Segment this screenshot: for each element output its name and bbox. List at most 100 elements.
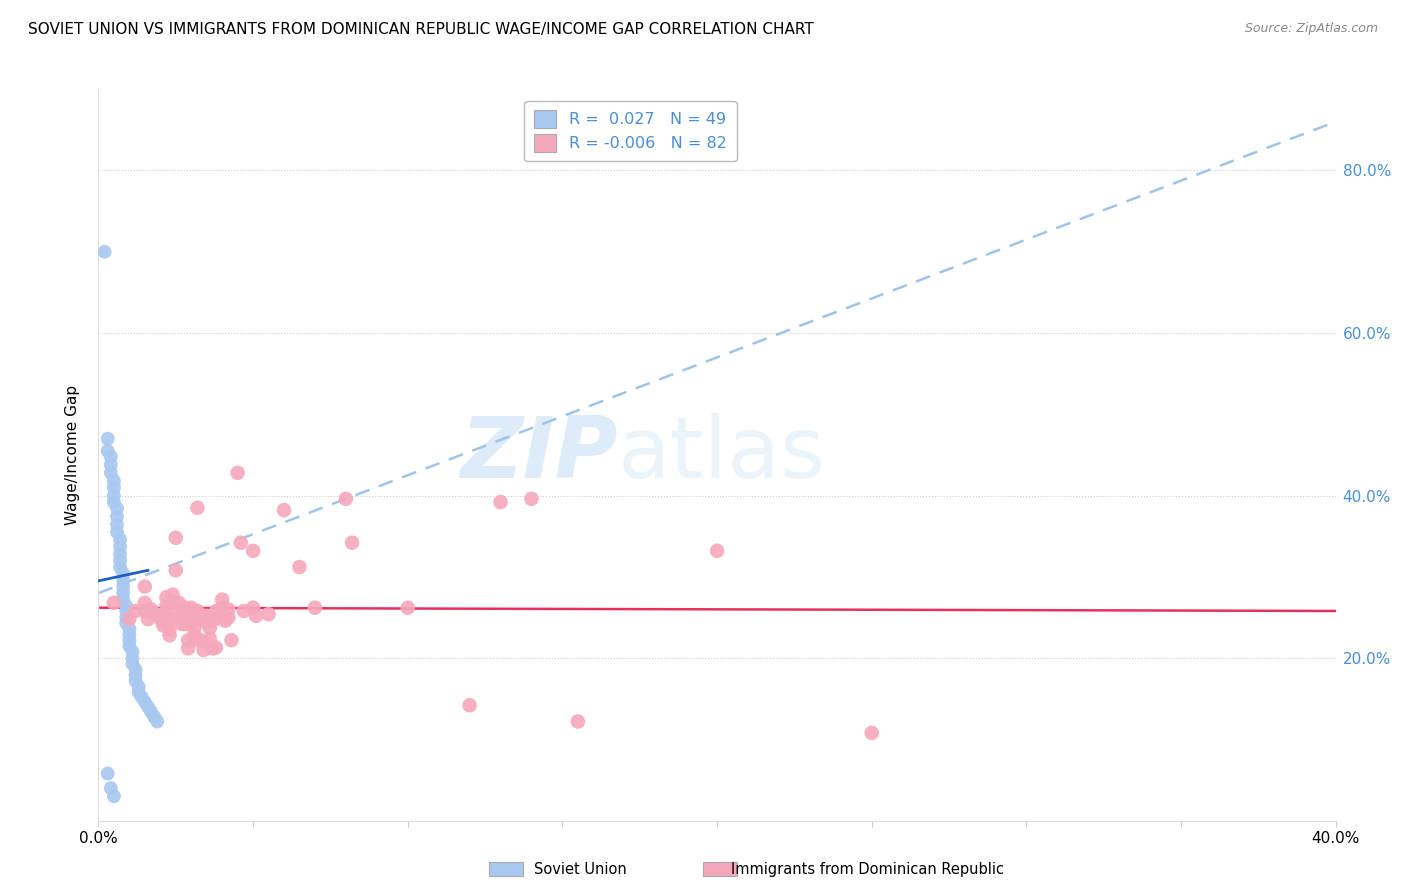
Text: Immigrants from Dominican Republic: Immigrants from Dominican Republic <box>731 863 1004 877</box>
Point <box>174 608 197 623</box>
Point <box>193 615 215 629</box>
Point <box>108 540 131 554</box>
FancyBboxPatch shape <box>703 862 737 876</box>
Point <box>180 608 202 623</box>
Point <box>124 673 146 688</box>
Point <box>232 604 254 618</box>
Point <box>242 544 264 558</box>
Point <box>201 641 224 656</box>
Point <box>186 500 208 515</box>
Point <box>97 432 120 446</box>
Point <box>217 602 239 616</box>
Point <box>205 612 228 626</box>
Text: Source: ZipAtlas.com: Source: ZipAtlas.com <box>1244 22 1378 36</box>
Point <box>198 621 221 635</box>
Point <box>112 580 135 594</box>
Point <box>159 628 181 642</box>
Point <box>134 580 156 594</box>
Point <box>211 600 233 615</box>
Point <box>100 450 122 464</box>
Point <box>335 491 357 506</box>
Point <box>152 618 174 632</box>
Text: Soviet Union: Soviet Union <box>534 863 627 877</box>
Text: ZIP: ZIP <box>460 413 619 497</box>
Point <box>93 244 115 259</box>
Point <box>100 781 122 796</box>
Point <box>193 635 215 649</box>
Point <box>105 517 128 532</box>
Point <box>288 560 311 574</box>
Point <box>245 608 267 623</box>
Point <box>118 622 141 636</box>
Point <box>706 544 728 558</box>
Point <box>193 608 215 623</box>
Point <box>118 639 141 653</box>
Point <box>273 503 295 517</box>
Point <box>103 495 125 509</box>
Point <box>167 596 190 610</box>
Text: atlas: atlas <box>619 413 827 497</box>
Point <box>860 726 883 740</box>
Point <box>183 627 205 641</box>
Point <box>198 632 221 646</box>
Point <box>149 612 172 626</box>
Point <box>162 594 184 608</box>
Point <box>146 714 169 729</box>
Point <box>139 602 162 616</box>
Point <box>165 531 187 545</box>
Point <box>118 633 141 648</box>
Point <box>103 474 125 488</box>
Point <box>396 600 419 615</box>
Point <box>105 501 128 516</box>
Point <box>195 608 218 623</box>
Point <box>174 617 197 632</box>
Point <box>128 680 150 694</box>
Point <box>186 604 208 618</box>
Point <box>170 612 193 626</box>
Point <box>211 607 233 622</box>
Point <box>139 705 162 719</box>
Point <box>103 789 125 804</box>
Point <box>128 685 150 699</box>
Point <box>174 600 197 615</box>
Point <box>226 466 249 480</box>
Point <box>155 590 177 604</box>
Point <box>242 600 264 615</box>
Point <box>159 623 181 637</box>
Point <box>97 766 120 780</box>
Point <box>136 699 159 714</box>
Point <box>162 588 184 602</box>
Point <box>167 610 190 624</box>
Point <box>100 466 122 480</box>
Point <box>217 610 239 624</box>
Point <box>340 535 363 549</box>
Point <box>134 695 156 709</box>
Point <box>121 651 143 665</box>
Point <box>205 604 228 618</box>
Point <box>183 633 205 648</box>
Point <box>115 610 138 624</box>
Point <box>112 592 135 607</box>
Point <box>190 633 212 648</box>
Point <box>180 600 202 615</box>
Point <box>124 604 146 618</box>
Point <box>131 690 153 705</box>
Point <box>257 607 280 622</box>
Point <box>105 525 128 540</box>
Point <box>103 489 125 503</box>
Point <box>567 714 589 729</box>
Point <box>112 586 135 600</box>
Point <box>155 610 177 624</box>
Point <box>118 612 141 626</box>
Point <box>124 668 146 682</box>
Text: SOVIET UNION VS IMMIGRANTS FROM DOMINICAN REPUBLIC WAGE/INCOME GAP CORRELATION C: SOVIET UNION VS IMMIGRANTS FROM DOMINICA… <box>28 22 814 37</box>
Point <box>105 509 128 524</box>
Point <box>118 627 141 641</box>
Point <box>214 614 236 628</box>
Point <box>193 643 215 657</box>
Point <box>121 644 143 658</box>
Y-axis label: Wage/Income Gap: Wage/Income Gap <box>65 384 80 525</box>
Point <box>115 616 138 631</box>
Point <box>229 535 252 549</box>
Point <box>177 633 200 648</box>
